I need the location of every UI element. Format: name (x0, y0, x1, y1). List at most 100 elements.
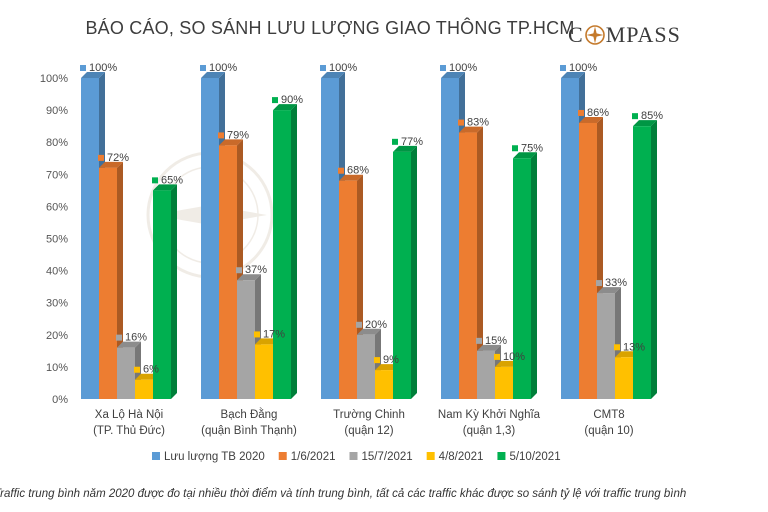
bar-front (393, 151, 411, 399)
x-tick-label: (quận 10) (584, 425, 633, 437)
brand-logo: C MPASS (568, 22, 681, 47)
data-label: 13% (623, 341, 645, 353)
bar (459, 126, 483, 399)
data-labels: 100% 72% 16% 6% 65% 100% 79% 37% 17% 90% 100% 68% 20… (80, 62, 663, 376)
data-label-marker (152, 177, 158, 184)
data-label: 75% (521, 142, 543, 154)
data-label-marker (578, 109, 584, 116)
data-label: 85% (641, 110, 663, 122)
data-label-marker (596, 280, 602, 287)
data-label-marker (512, 145, 518, 152)
legend-swatch (152, 452, 160, 460)
bar-top (579, 116, 603, 123)
y-tick-label: 30% (46, 298, 68, 310)
y-tick-label: 50% (46, 234, 68, 246)
data-label: 79% (227, 129, 249, 141)
data-label: 100% (329, 62, 357, 74)
y-tick-label: 80% (46, 137, 68, 149)
bar-top (321, 72, 345, 78)
footnote: Traffic trung bình năm 2020 được đo tại … (0, 488, 687, 500)
bar-front (201, 78, 219, 399)
bar-front (219, 145, 237, 399)
x-tick-label: (quận 12) (344, 425, 393, 437)
data-label-marker (392, 138, 398, 145)
data-label-marker (458, 119, 464, 126)
bar-top (633, 120, 657, 127)
y-tick-label: 10% (46, 362, 68, 374)
x-tick-label: Bạch Đằng (221, 408, 278, 421)
data-label-marker (134, 366, 140, 373)
bar-front (321, 78, 339, 399)
bar-top (99, 161, 123, 168)
bar-top (219, 139, 243, 146)
bar-front (273, 110, 291, 399)
data-label-marker (200, 65, 206, 71)
bar-front (81, 78, 99, 399)
x-tick-label: (quận 1,3) (463, 425, 516, 437)
data-label: 100% (209, 62, 237, 74)
data-label-marker (560, 65, 566, 71)
bar-top (597, 287, 621, 294)
y-tick-label: 90% (46, 105, 68, 117)
bar-front (615, 357, 633, 399)
y-tick-label: 20% (46, 330, 68, 342)
bar-side (651, 120, 657, 400)
bar-side (171, 184, 177, 399)
legend-label: 1/6/2021 (291, 451, 336, 463)
bar-front (255, 344, 273, 399)
data-label-marker (440, 65, 446, 71)
x-tick-label: CMT8 (593, 409, 624, 421)
y-axis: 0% 10% 20% 30% 40% 50% 60% 70% 80% 90% 100% (40, 73, 68, 406)
y-tick-label: 70% (46, 169, 68, 181)
data-label: 33% (605, 277, 627, 289)
bar (513, 152, 537, 399)
legend-label: 15/7/2021 (362, 451, 413, 463)
data-label: 16% (125, 332, 147, 344)
bar-top (477, 344, 501, 351)
bar-top (357, 328, 381, 335)
legend-label: Lưu lượng TB 2020 (164, 451, 265, 463)
bar-top (513, 152, 537, 159)
bar-front (513, 158, 531, 399)
x-tick-label: Xa Lộ Hà Nội (95, 409, 163, 421)
data-label: 17% (263, 328, 285, 340)
x-tick-label: (quận Bình Thạnh) (201, 425, 297, 437)
data-label-marker (272, 97, 278, 104)
bar-top (441, 72, 465, 78)
compass-rose-icon (584, 25, 605, 45)
data-label-marker (236, 267, 242, 274)
bar-side (477, 126, 483, 399)
data-label-marker (632, 113, 638, 120)
bar-top (81, 72, 105, 78)
data-label-marker (98, 154, 104, 161)
data-label-marker (374, 357, 380, 364)
bar-top (393, 145, 417, 152)
bar-front (375, 370, 393, 399)
data-label: 100% (89, 62, 117, 74)
bar-top (153, 184, 177, 191)
bars (81, 72, 657, 400)
legend-swatch (426, 452, 435, 460)
bar-front (477, 350, 495, 399)
bar-top (273, 104, 297, 111)
bar-top (201, 72, 225, 78)
data-label: 77% (401, 136, 423, 148)
data-label-marker (476, 337, 482, 344)
data-label: 72% (107, 152, 129, 164)
data-label-marker (494, 353, 500, 360)
data-label: 65% (161, 174, 183, 186)
legend: Lưu lượng TB 2020 1/6/2021 15/7/2021 4/8/20… (152, 451, 561, 463)
bar-front (153, 190, 171, 399)
y-tick-label: 60% (46, 201, 68, 213)
y-tick-label: 100% (40, 73, 68, 85)
bar-top (561, 72, 585, 78)
y-tick-label: 40% (46, 266, 68, 278)
bar-front (495, 366, 513, 399)
bar-top (117, 341, 141, 348)
y-tick-label: 0% (52, 394, 68, 406)
x-tick-label: (TP. Thủ Đức) (93, 425, 165, 437)
bar-front (117, 347, 135, 399)
legend-swatch (497, 452, 506, 460)
bar-front (441, 78, 459, 399)
